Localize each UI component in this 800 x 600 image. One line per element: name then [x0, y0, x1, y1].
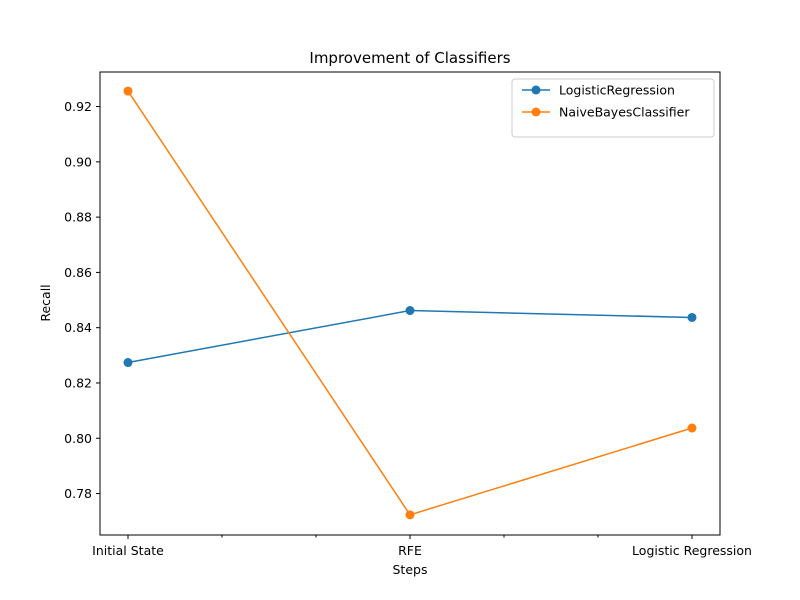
data-point	[405, 306, 415, 316]
data-point	[687, 423, 697, 433]
data-point	[687, 312, 697, 322]
y-tick-label: 0.86	[64, 265, 92, 280]
y-tick-label: 0.88	[64, 210, 92, 225]
data-point	[123, 86, 133, 96]
y-tick-label: 0.84	[64, 320, 92, 335]
x-tick-label: Logistic Regression	[632, 543, 752, 558]
data-point	[405, 510, 415, 520]
x-axis-label: Steps	[393, 562, 428, 577]
legend-swatch-marker	[531, 85, 541, 95]
y-tick-label: 0.90	[64, 154, 92, 169]
legend: LogisticRegression NaiveBayesClassifier	[511, 78, 715, 138]
legend-label: LogisticRegression	[559, 83, 675, 98]
y-tick-label: 0.92	[64, 99, 92, 114]
y-axis-label: Recall	[38, 284, 53, 321]
legend-swatch-marker	[531, 107, 541, 117]
x-tick-label: RFE	[398, 543, 422, 558]
legend-label: NaiveBayesClassifier	[559, 105, 690, 120]
data-point	[123, 358, 133, 368]
y-tick-label: 0.80	[64, 431, 92, 446]
chart-title: Improvement of Classifiers	[309, 49, 510, 67]
x-tick-label: Initial State	[92, 543, 164, 558]
y-tick-label: 0.78	[64, 486, 92, 501]
legend-box	[511, 78, 715, 138]
plot-area	[123, 86, 697, 520]
y-tick-label: 0.82	[64, 375, 92, 390]
